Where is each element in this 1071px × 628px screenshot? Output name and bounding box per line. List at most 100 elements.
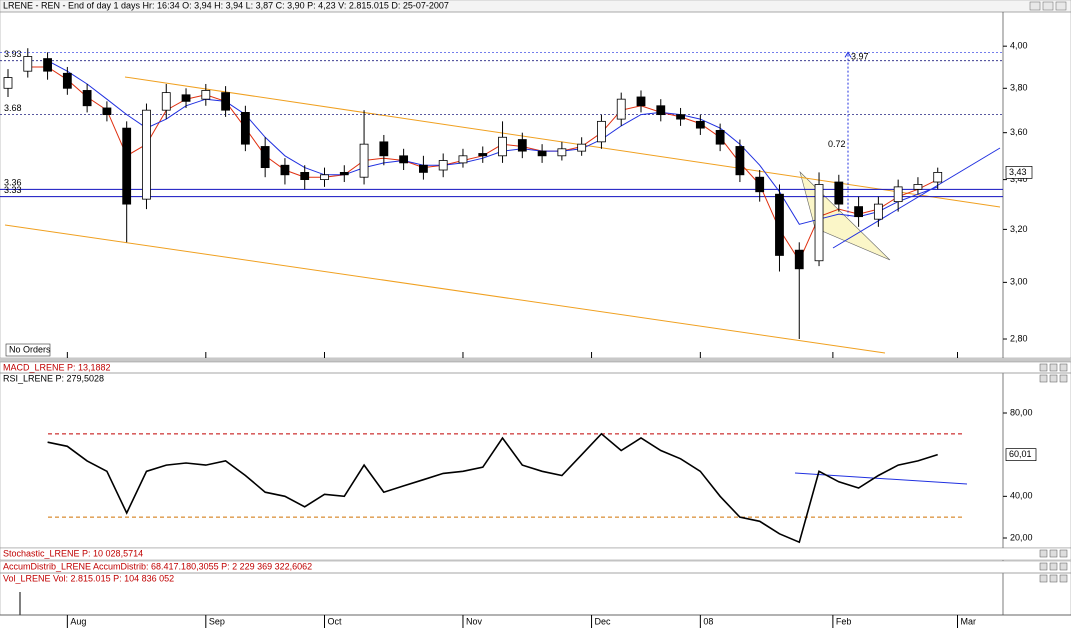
candle-body <box>102 107 112 116</box>
pane-button[interactable] <box>1039 363 1048 372</box>
candle-body <box>260 146 270 169</box>
minimize-button[interactable] <box>1029 1 1041 11</box>
stochastic-header <box>0 547 1071 561</box>
candle-body <box>82 90 92 107</box>
trend-line <box>4 224 886 354</box>
candle-body <box>379 141 389 157</box>
moving-average <box>47 60 938 225</box>
pane-button[interactable] <box>1059 374 1068 383</box>
maximize-button[interactable] <box>1042 1 1054 11</box>
window-buttons[interactable] <box>1029 1 1067 11</box>
candle-body <box>3 77 13 89</box>
y-tick-label: 40,00 <box>1010 491 1033 501</box>
candle-body <box>221 92 230 111</box>
window-title: LRENE - REN - End of day 1 days Hr: 16:3… <box>3 0 449 10</box>
pane-button[interactable] <box>1049 549 1058 558</box>
pane-button[interactable] <box>1039 562 1048 571</box>
candle-body <box>755 176 765 193</box>
candle-body <box>181 94 191 102</box>
order-status[interactable]: No Orders <box>9 344 51 354</box>
candle-body <box>498 136 507 157</box>
y-tick-label: 2,80 <box>1010 333 1028 343</box>
pane-button[interactable] <box>1049 374 1058 383</box>
candle-body <box>775 193 784 256</box>
y-tick-label: 3,40 <box>1010 174 1028 184</box>
pane-button[interactable] <box>1059 363 1068 372</box>
candle-body <box>715 130 725 145</box>
candle-body <box>814 184 824 262</box>
x-tick-label: Sep <box>209 616 225 626</box>
candle-body <box>676 114 685 120</box>
candle-body <box>893 186 903 203</box>
candle-body <box>62 72 72 89</box>
candle-body <box>142 109 151 200</box>
accum-title: AccumDistrib_LRENE AccumDistrib: 68.417.… <box>3 561 312 571</box>
pane-button[interactable] <box>1039 374 1048 383</box>
x-tick-label: Feb <box>836 616 852 626</box>
candle-body <box>854 206 863 218</box>
candle-body <box>458 155 468 164</box>
pane-button[interactable] <box>1059 549 1068 558</box>
candle-body <box>43 58 52 72</box>
rsi-title: RSI_LRENE P: 279,5028 <box>3 373 104 383</box>
pane-button[interactable] <box>1049 363 1058 372</box>
candle-body <box>557 148 567 157</box>
pane-button[interactable] <box>1059 574 1068 583</box>
candle-body <box>280 164 290 176</box>
arrow-head <box>844 51 852 58</box>
rsi-line <box>47 432 938 544</box>
candle-body <box>636 96 646 107</box>
candle-body <box>419 164 428 173</box>
x-tick-label: 08 <box>703 616 713 626</box>
candle-body <box>735 146 745 176</box>
last-price-box <box>1005 166 1033 179</box>
candle-body <box>122 127 132 205</box>
last-value-label: 60,01 <box>1009 449 1032 459</box>
candle-body <box>201 90 211 100</box>
price-chart: 2,80 3,00 3,20 3,40 3,60 3,80 4,00 Aug Sep Oct Nov… <box>0 41 1033 628</box>
last-value-box <box>1005 448 1037 461</box>
candle-body <box>300 171 310 181</box>
pane-button[interactable] <box>1049 562 1058 571</box>
macd-header <box>0 361 1071 374</box>
order-status-box[interactable] <box>5 343 51 357</box>
candle-body <box>240 112 250 145</box>
x-tick-label: Dec <box>595 616 612 626</box>
candle-body <box>399 155 409 164</box>
last-price-label: 3,43 <box>1009 167 1027 177</box>
level-label: 3.93 <box>4 49 22 59</box>
trend-line <box>794 472 968 485</box>
y-tick-label: 3,20 <box>1010 224 1028 234</box>
pane-button[interactable] <box>1049 574 1058 583</box>
pane-button[interactable] <box>1059 562 1068 571</box>
separator <box>0 358 1071 362</box>
x-tick-label: Oct <box>328 616 343 626</box>
candle-body <box>873 203 883 220</box>
y-tick-label: 3,00 <box>1010 277 1028 287</box>
trend-line <box>124 76 1001 208</box>
candle-body <box>339 171 349 176</box>
candle-body <box>537 150 547 157</box>
candle-body <box>23 56 33 72</box>
y-tick-label: 80,00 <box>1010 407 1033 417</box>
y-tick-label: 4,00 <box>1010 41 1028 51</box>
level-label: 3.36 <box>4 178 22 188</box>
x-tick-label: Nov <box>466 616 483 626</box>
level-label: 3.68 <box>4 103 22 113</box>
candle-body <box>834 181 844 205</box>
pane-button[interactable] <box>1039 574 1048 583</box>
target-label: 3.97 <box>851 52 869 62</box>
candle-body <box>616 98 626 120</box>
pane-icons[interactable] <box>1039 363 1068 583</box>
close-button[interactable] <box>1055 1 1067 11</box>
candle-body <box>577 143 587 152</box>
y-tick-label: 3,80 <box>1010 83 1028 93</box>
candle-body <box>320 174 329 181</box>
rsi-chart: RSI_LRENE P: 279,5028 20,00 40,00 80,00 60,0… <box>3 373 1037 544</box>
candle-body <box>656 105 666 116</box>
candle-body <box>597 120 606 143</box>
pane-button[interactable] <box>1039 549 1048 558</box>
stochastic-title: Stochastic_LRENE P: 10 028,5714 <box>3 548 143 558</box>
